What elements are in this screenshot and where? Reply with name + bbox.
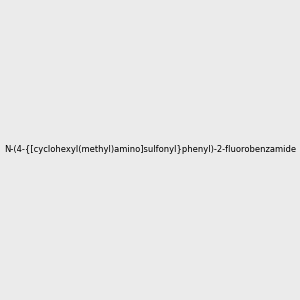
Text: N-(4-{[cyclohexyl(methyl)amino]sulfonyl}phenyl)-2-fluorobenzamide: N-(4-{[cyclohexyl(methyl)amino]sulfonyl}… xyxy=(4,146,296,154)
